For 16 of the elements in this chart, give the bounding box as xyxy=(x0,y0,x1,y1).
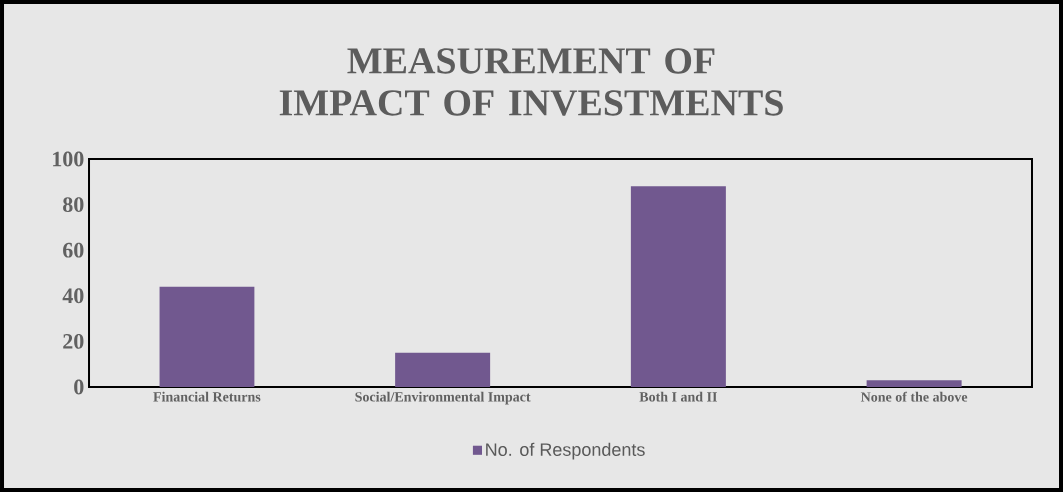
bar xyxy=(866,380,962,387)
y-tick-label: 80 xyxy=(63,197,84,213)
y-tick-label: 0 xyxy=(74,379,84,395)
chart-title: MEASUREMENT OF IMPACT OF INVESTMENTS xyxy=(279,48,783,116)
bar xyxy=(395,352,491,387)
bar xyxy=(630,186,726,387)
y-tick-label: 60 xyxy=(63,242,84,258)
x-tick-label: Both I and II xyxy=(639,391,717,402)
y-tick-label: 100 xyxy=(53,151,84,167)
x-tick-label: None of the above xyxy=(860,391,968,402)
x-tick-label: Social/Environmental Impact xyxy=(355,391,531,405)
legend-label: No. of Respondents xyxy=(486,442,645,460)
y-tick-label: 40 xyxy=(62,288,84,304)
y-tick-label: 20 xyxy=(63,333,84,349)
x-tick-label: Financial Returns xyxy=(153,391,261,402)
bar xyxy=(159,286,255,387)
